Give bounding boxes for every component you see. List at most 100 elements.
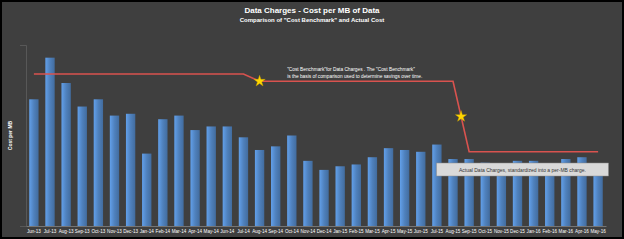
bar [223, 126, 232, 226]
x-tick-label: Feb-15 [349, 229, 364, 234]
x-tick-label: Sep-15 [462, 229, 477, 234]
y-axis-line [20, 46, 27, 227]
x-tick-label: Apr-16 [575, 229, 589, 234]
x-tick: Feb-14 [156, 226, 171, 234]
x-tick: May-16 [590, 226, 606, 234]
plot-area [29, 58, 603, 226]
x-tick-label: Nov-13 [107, 229, 122, 234]
x-tick-label: Aug-14 [252, 229, 267, 234]
x-tick: Dec-15 [510, 226, 525, 234]
x-tick: Jul-13 [44, 226, 57, 234]
x-tick: Sep-14 [268, 226, 283, 234]
x-tick: Jun-15 [414, 226, 428, 234]
x-tick-label: Jan-16 [527, 229, 541, 234]
x-tick: Jan-15 [333, 226, 347, 234]
bar [352, 164, 361, 226]
x-tick: Oct-13 [91, 226, 105, 234]
x-tick: Aug-15 [446, 226, 461, 234]
bar [142, 154, 151, 226]
x-tick-label: Nov-15 [494, 229, 509, 234]
bar [190, 130, 199, 226]
x-tick: May-15 [397, 226, 413, 234]
x-axis-line [27, 226, 607, 227]
y-axis [20, 46, 27, 227]
bar [287, 136, 296, 227]
x-tick-label: Mar-15 [365, 229, 380, 234]
bar [271, 146, 280, 226]
x-tick: Jan-16 [527, 226, 541, 234]
bar [368, 157, 377, 226]
x-tick: Oct-15 [478, 226, 492, 234]
x-tick: Mar-14 [172, 226, 187, 234]
bar [336, 166, 345, 226]
annotation: is the basis of comparison used to deter… [287, 74, 422, 79]
x-tick: Sep-15 [462, 226, 477, 234]
bar [61, 83, 70, 226]
x-tick: Jan-14 [140, 226, 154, 234]
x-tick-label: May-16 [590, 229, 606, 234]
x-tick-label: Sep-13 [75, 229, 90, 234]
annotation: Actual Data Charges, standardized into a… [459, 167, 586, 173]
x-tick: Jul-15 [431, 226, 444, 234]
x-tick: Feb-16 [542, 226, 557, 234]
x-tick: Jul-14 [237, 226, 250, 234]
subtitle: Comparison of "Cost Benchmark" and Actua… [240, 17, 385, 23]
x-tick: Apr-14 [188, 226, 202, 234]
x-tick-label: Dec-13 [123, 229, 138, 234]
x-tick: Sep-13 [75, 226, 90, 234]
bar [303, 161, 312, 226]
y-axis-title: Cost per MB [7, 120, 13, 150]
bar [110, 116, 119, 226]
x-tick-label: Feb-16 [542, 229, 557, 234]
x-tick-label: Jul-14 [237, 229, 250, 234]
x-tick-label: Jan-14 [140, 229, 154, 234]
x-tick-label: Dec-14 [317, 229, 332, 234]
bar [239, 137, 248, 226]
x-tick-label: Jul-13 [44, 229, 57, 234]
star-marker [455, 111, 466, 122]
x-tick: Apr-15 [382, 226, 396, 234]
bar [174, 116, 183, 226]
bar [126, 114, 135, 226]
bar [432, 145, 441, 226]
bar [319, 170, 328, 226]
x-tick-label: Oct-14 [285, 229, 299, 234]
x-tick-label: Apr-14 [188, 229, 202, 234]
x-tick: Nov-14 [301, 226, 316, 234]
x-tick-label: May-15 [397, 229, 413, 234]
bar [207, 126, 216, 226]
x-tick-label: Oct-15 [478, 229, 492, 234]
background [2, 2, 622, 237]
x-tick: Apr-16 [575, 226, 589, 234]
bar [384, 148, 393, 226]
x-tick: Mar-15 [365, 226, 380, 234]
benchmark-line [34, 74, 598, 152]
x-tick-label: Aug-15 [446, 229, 461, 234]
bar [255, 150, 264, 226]
x-tick: Jun-13 [27, 226, 41, 234]
x-tick-label: May-14 [204, 229, 220, 234]
bar [94, 99, 103, 226]
x-tick-label: Jun-13 [27, 229, 41, 234]
x-tick: Feb-15 [349, 226, 364, 234]
x-tick: Mar-16 [559, 226, 574, 234]
bar [29, 99, 38, 226]
x-tick-label: Oct-13 [91, 229, 105, 234]
bar [416, 152, 425, 226]
bar [45, 58, 54, 226]
x-tick: Nov-13 [107, 226, 122, 234]
x-tick: Oct-14 [285, 226, 299, 234]
x-tick-label: Nov-14 [301, 229, 316, 234]
x-tick-label: Dec-15 [510, 229, 525, 234]
annotation: "Cost Benchmark"for Data Charges . The "… [287, 67, 415, 72]
x-tick-label: Jul-15 [431, 229, 444, 234]
x-tick: May-14 [204, 226, 220, 234]
star-marker [254, 75, 265, 86]
x-tick-label: Apr-15 [382, 229, 396, 234]
x-tick: Dec-14 [317, 226, 332, 234]
x-tick: Aug-14 [252, 226, 267, 234]
bar [78, 107, 87, 226]
x-tick-label: Sep-14 [268, 229, 283, 234]
x-tick-label: Feb-14 [156, 229, 171, 234]
x-tick: Aug-13 [59, 226, 74, 234]
